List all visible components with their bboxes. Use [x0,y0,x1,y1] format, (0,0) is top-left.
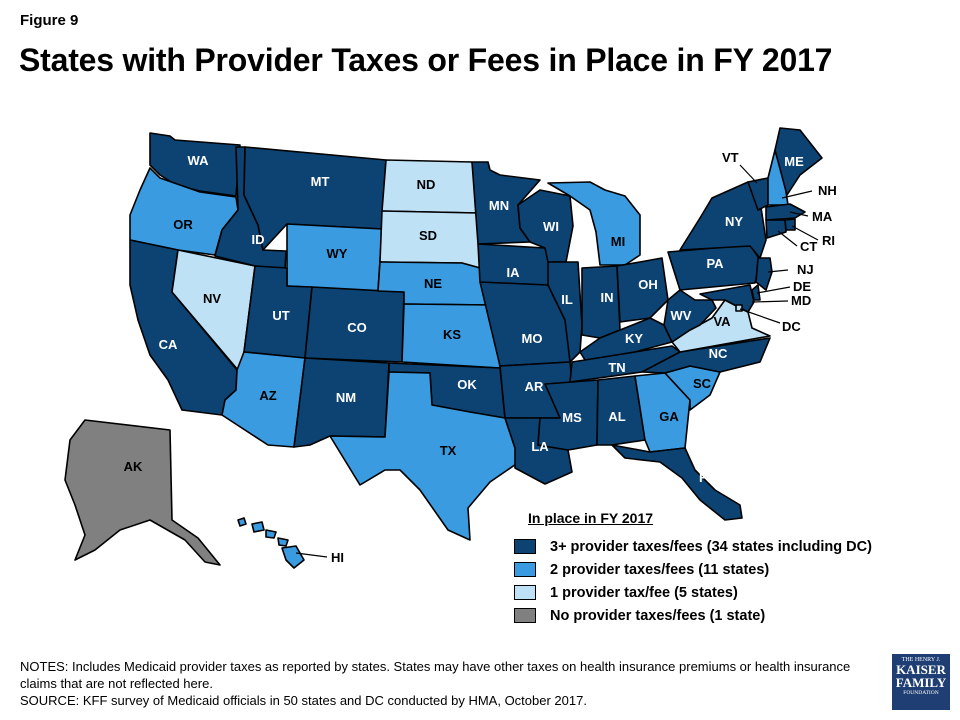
state-nj [755,257,773,291]
state-me [774,127,823,196]
legend-item: 2 provider taxes/fees (11 states) [514,559,872,580]
state-hi-5 [281,545,305,569]
label-nv: NV [203,291,221,306]
label-fl: FL [699,470,715,485]
label-ks: KS [443,327,461,342]
logo-line-4: FOUNDATION [903,690,939,696]
state-hi-4 [277,537,289,547]
legend-swatch [514,562,536,577]
label-pa: PA [706,256,724,271]
legend-item: No provider taxes/fees (1 state) [514,605,872,626]
label-ca: CA [159,337,178,352]
label-ny: NY [725,214,743,229]
state-ma [765,203,806,221]
label-nm: NM [336,390,356,405]
label-il: IL [561,292,573,307]
notes-text: NOTES: Includes Medicaid provider taxes … [20,659,851,691]
label-or: OR [173,217,193,232]
state-tx [329,371,523,541]
state-mn [471,161,541,245]
label-ct: CT [800,239,817,254]
state-ri [784,218,796,231]
label-mn: MN [489,198,509,213]
label-ma: MA [812,209,833,224]
label-ne: NE [424,276,442,291]
label-mo: MO [522,331,543,346]
state-dc [735,304,743,312]
kff-logo: THE HENRY J. KAISER FAMILY FOUNDATION [892,654,950,710]
state-wv [663,289,717,343]
label-sd: SD [419,228,437,243]
label-md: MD [791,293,811,308]
state-labels: WA OR CA NV ID MT WY UT CO AZ NM ND SD N… [159,153,804,485]
label-ok: OK [457,377,477,392]
chart-title: States with Provider Taxes or Fees in Pl… [19,42,833,78]
label-ia: IA [507,265,521,280]
logo-line-2: KAISER [896,662,946,677]
state-wa [149,132,241,197]
label-wa: WA [188,153,210,168]
label-sc: SC [693,376,712,391]
logo-line-3: FAMILY [895,675,947,690]
label-nh: NH [818,183,837,198]
label-wv: WV [671,308,692,323]
label-hi: HI [331,550,344,565]
label-nc: NC [709,346,728,361]
state-hi-3 [265,529,277,539]
label-oh: OH [638,277,658,292]
label-al: AL [608,409,625,424]
label-tn: TN [608,360,625,375]
source-text: SOURCE: KFF survey of Medicaid officials… [20,693,587,708]
label-ga: GA [659,409,679,424]
legend-swatch [514,585,536,600]
label-tx: TX [440,443,457,458]
state-fl [611,444,743,521]
label-id: ID [252,232,265,247]
label-va: VA [713,314,731,329]
legend-swatch [514,608,536,623]
label-ms: MS [562,410,582,425]
state-al [596,375,646,446]
label-nj: NJ [797,262,814,277]
state-ak [64,419,221,566]
notes: NOTES: Includes Medicaid provider taxes … [20,658,860,709]
callout-lines [295,164,819,558]
label-mi: MI [611,234,625,249]
label-mt: MT [311,174,330,189]
label-dc: DC [782,319,801,334]
state-mi [547,181,641,266]
state-hi-1 [237,517,247,527]
label-wy: WY [327,246,348,261]
legend: In place in FY 2017 3+ provider taxes/fe… [514,510,872,628]
label-ri: RI [822,233,835,248]
state-hi-2 [251,521,265,533]
label-in: IN [601,290,614,305]
logo-line-1: THE HENRY J. [901,657,941,663]
label-vt: VT [722,150,739,165]
label-ky: KY [625,331,643,346]
label-wi: WI [543,219,559,234]
legend-item: 3+ provider taxes/fees (34 states includ… [514,536,872,557]
label-me: ME [784,154,804,169]
label-la: LA [531,439,549,454]
label-ar: AR [525,379,544,394]
label-ak: AK [124,459,143,474]
state-il [547,261,583,363]
legend-label: No provider taxes/fees (1 state) [550,607,766,624]
state-ms [537,379,599,451]
label-co: CO [347,320,367,335]
figure-label: Figure 9 [20,12,79,29]
label-ut: UT [272,308,289,323]
legend-label: 2 provider taxes/fees (11 states) [550,561,770,578]
label-de: DE [793,279,811,294]
label-az: AZ [259,388,276,403]
legend-item: 1 provider tax/fee (5 states) [514,582,872,603]
legend-label: 1 provider tax/fee (5 states) [550,584,738,601]
legend-label: 3+ provider taxes/fees (34 states includ… [550,538,872,555]
label-nd: ND [417,177,436,192]
legend-swatch [514,539,536,554]
legend-title: In place in FY 2017 [528,510,654,526]
